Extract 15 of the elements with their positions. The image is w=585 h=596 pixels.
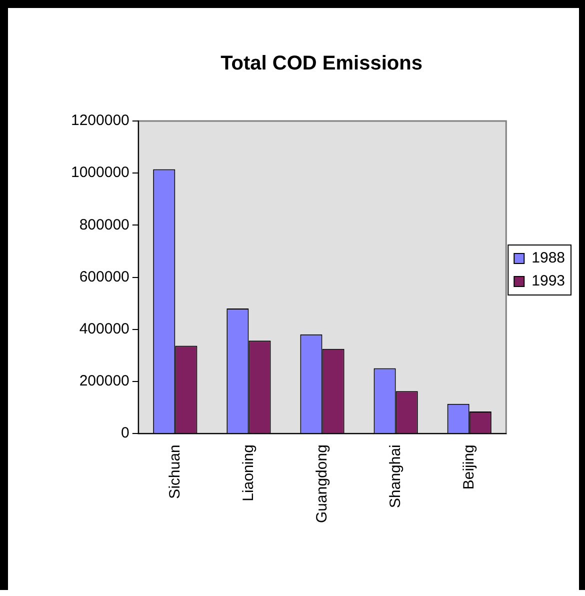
- legend-label: 1993: [532, 272, 566, 290]
- legend-label: 1988: [532, 250, 566, 267]
- x-tick-label: Guangdong: [313, 444, 330, 523]
- x-tick-label: Liaoning: [240, 444, 257, 502]
- chart-title: Total COD Emissions: [220, 52, 422, 75]
- y-tick-label: 400000: [79, 320, 130, 338]
- x-tick-label: Shanghai: [386, 444, 404, 508]
- x-tick-label: Beijing: [460, 444, 478, 490]
- y-tick-label: 600000: [79, 268, 130, 286]
- y-tick-label: 800000: [79, 216, 130, 234]
- y-tick-label: 1200000: [70, 112, 130, 130]
- y-tick-label: 0: [121, 424, 130, 442]
- y-tick-label: 1000000: [70, 164, 130, 182]
- y-tick-label: 200000: [79, 372, 130, 390]
- x-tick-label: Sichuan: [166, 444, 184, 499]
